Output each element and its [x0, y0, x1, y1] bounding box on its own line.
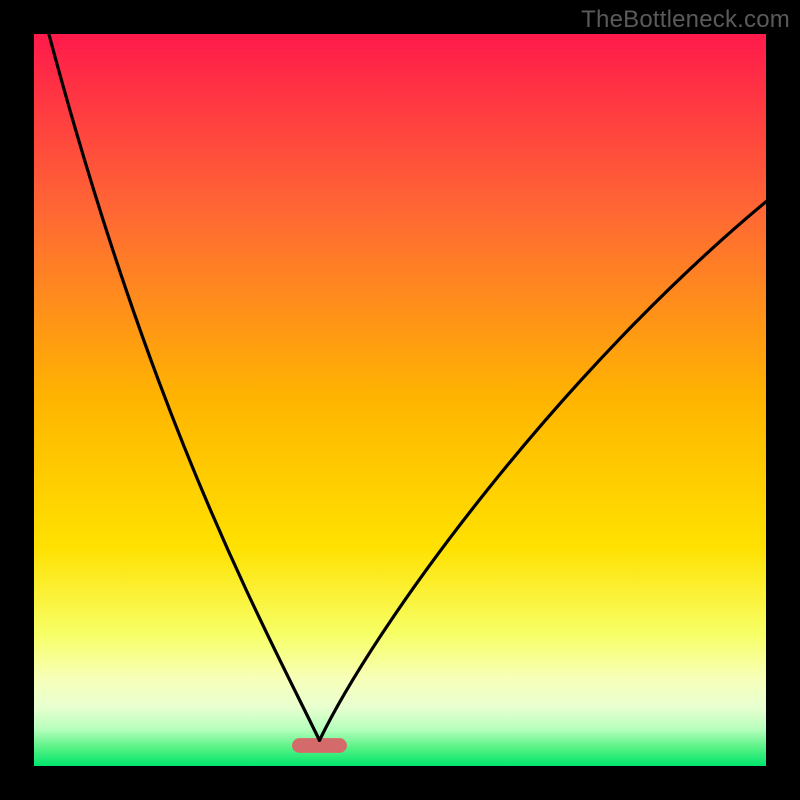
gradient-canvas — [34, 34, 766, 766]
watermark-label: TheBottleneck.com — [581, 6, 790, 34]
chart-frame: TheBottleneck.com — [0, 0, 800, 800]
heatmap-gradient — [34, 34, 766, 766]
plot-area — [34, 34, 766, 766]
